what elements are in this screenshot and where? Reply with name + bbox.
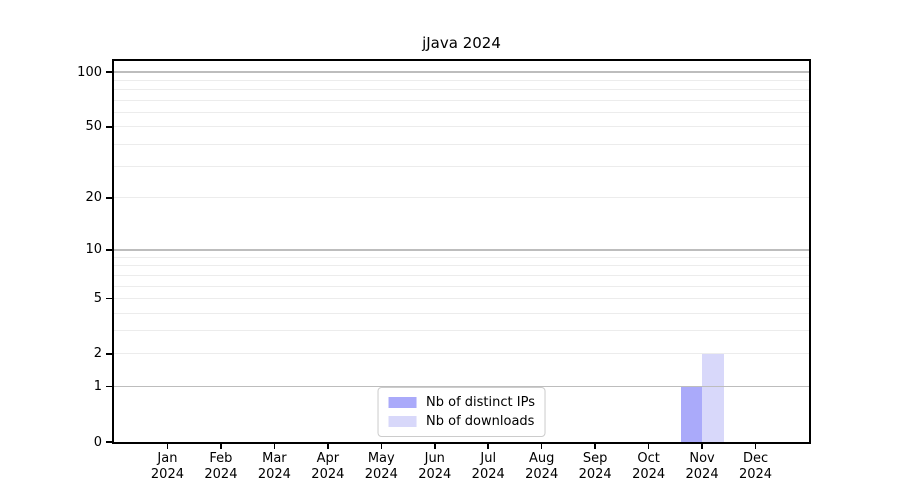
gridline-minor-90 [114, 79, 809, 81]
x-tick-label-year: 2024 [364, 467, 398, 482]
x-tick-label-month: Feb [209, 451, 233, 466]
gridline-major-100 [114, 71, 809, 73]
x-tick-label-month: Mar [262, 451, 287, 466]
x-tick-label-year: 2024 [418, 467, 452, 482]
legend-entry-downloads: Nb of downloads [388, 414, 535, 429]
gridline-minor-60 [114, 112, 809, 113]
gridline-minor-9 [114, 256, 809, 258]
x-tick-label-year: 2024 [578, 467, 612, 482]
x-tick-label-jan-2024: Jan 2024 [135, 451, 199, 483]
gridline-minor-20 [114, 197, 809, 199]
x-tick-label-year: 2024 [150, 467, 184, 482]
x-tick-dec-2024 [754, 444, 757, 449]
legend-label-distinct-ips: Nb of distinct IPs [426, 395, 535, 410]
x-tick-label-month: Aug [528, 451, 555, 466]
x-tick-label-mar-2024: Mar 2024 [242, 451, 306, 483]
gridline-minor-6 [114, 285, 809, 287]
x-tick-label-month: Apr [316, 451, 340, 466]
gridline-minor-7 [114, 274, 809, 276]
y-tick-50 [106, 126, 112, 128]
gridline-major-1 [114, 385, 809, 388]
legend-label-downloads: Nb of downloads [426, 414, 535, 429]
x-tick-label-may-2024: May 2024 [349, 451, 413, 483]
x-tick-label-nov-2024: Nov 2024 [670, 451, 734, 483]
x-tick-label-year: 2024 [632, 467, 666, 482]
chart-title: jJava 2024 [422, 34, 501, 52]
x-tick-mar-2024 [273, 444, 276, 449]
x-tick-jul-2024 [487, 444, 489, 449]
y-tick-label-100: 100 [77, 64, 102, 80]
x-tick-sep-2024 [594, 444, 596, 449]
x-tick-label-year: 2024 [311, 467, 345, 482]
y-tick-100 [106, 71, 112, 73]
gridline-minor-30 [114, 166, 809, 168]
gridline-minor-4 [114, 312, 809, 314]
y-tick-0 [106, 441, 112, 443]
y-tick-label-2: 2 [93, 346, 102, 362]
gridline-minor-50 [114, 126, 809, 128]
gridline-minor-5 [114, 297, 809, 299]
x-tick-feb-2024 [220, 444, 222, 449]
y-tick-label-0: 0 [93, 434, 102, 450]
x-tick-label-year: 2024 [471, 467, 505, 482]
gridline-major-10 [114, 249, 809, 251]
x-tick-oct-2024 [647, 444, 650, 449]
bar-nb-of-downloads-nov-2024 [702, 353, 724, 442]
y-tick-2 [106, 353, 112, 355]
y-tick-label-20: 20 [85, 190, 102, 206]
x-tick-label-month: May [367, 451, 395, 466]
bar-nb-of-distinct-ips-nov-2024 [680, 386, 703, 442]
x-tick-label-feb-2024: Feb 2024 [189, 451, 253, 483]
plot-area: 0 1 2 5 10 20 50 100 Jan 2024 Feb 2024 Mar 2024 Apr 202… [77, 59, 811, 482]
x-tick-label-apr-2024: Apr 2024 [296, 451, 360, 483]
y-tick-label-50: 50 [85, 119, 102, 135]
x-tick-nov-2024 [701, 444, 703, 449]
gridline-minor-2 [114, 353, 809, 355]
x-tick-label-month: Nov [689, 451, 715, 466]
x-tick-label-jun-2024: Jun 2024 [403, 451, 467, 483]
y-tick-10 [106, 249, 112, 251]
x-tick-label-year: 2024 [738, 467, 773, 482]
x-tick-apr-2024 [327, 444, 329, 449]
legend-swatch-distinct-ips-icon [388, 397, 417, 408]
axes-ticks-layer: 0 1 2 5 10 20 50 100 Jan 2024 Feb 2024 Mar 2024 Apr 202… [77, 61, 809, 482]
gridline-minor-70 [114, 99, 809, 101]
x-tick-jun-2024 [434, 444, 436, 449]
x-tick-label-month: Oct [637, 451, 660, 466]
gridline-minor-40 [114, 143, 809, 145]
x-tick-label-jul-2024: Jul 2024 [456, 451, 520, 483]
x-tick-label-year: 2024 [257, 467, 291, 482]
x-tick-label-oct-2024: Oct 2024 [617, 451, 681, 483]
x-tick-label-month: Jan [157, 451, 178, 466]
gridline-minor-8 [114, 265, 809, 267]
y-tick-20 [106, 197, 112, 199]
x-tick-label-year: 2024 [685, 467, 719, 482]
y-tick-label-1: 1 [93, 378, 102, 394]
x-tick-aug-2024 [540, 444, 543, 449]
gridline-minor-3 [114, 330, 809, 332]
x-tick-label-year: 2024 [204, 467, 238, 482]
x-tick-label-month: Sep [582, 451, 608, 466]
x-tick-may-2024 [380, 444, 383, 449]
legend: Nb of distinct IPs Nb of downloads [377, 387, 546, 437]
x-tick-label-dec-2024: Dec 2024 [724, 451, 788, 483]
legend-swatch-downloads-icon [388, 416, 417, 427]
legend-entry-distinct-ips: Nb of distinct IPs [388, 395, 535, 410]
x-tick-label-sep-2024: Sep 2024 [563, 451, 627, 483]
bars-layer [114, 61, 809, 442]
x-tick-jan-2024 [166, 444, 169, 449]
gridline-minor-80 [114, 89, 809, 91]
y-tick-label-10: 10 [85, 242, 102, 258]
x-tick-label-month: Dec [742, 451, 769, 466]
x-tick-label-month: Jun [424, 451, 445, 466]
x-tick-label-month: Jul [480, 451, 497, 466]
x-tick-label-aug-2024: Aug 2024 [510, 451, 574, 483]
y-tick-label-5: 5 [93, 290, 102, 306]
y-tick-1 [106, 385, 112, 388]
gridlines-layer [114, 61, 809, 442]
y-tick-5 [106, 297, 112, 300]
x-tick-label-year: 2024 [525, 467, 559, 482]
